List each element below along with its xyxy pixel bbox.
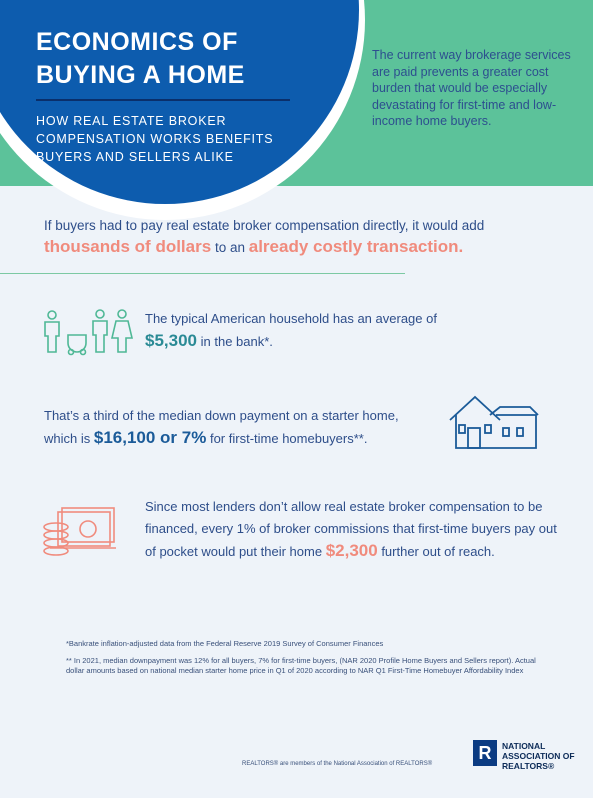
fact-value: $5,300 (145, 331, 197, 350)
lead-middle: to an (214, 240, 245, 255)
fact-value: $2,300 (325, 541, 378, 560)
subtitle: HOW REAL ESTATE BROKER COMPENSATION WORK… (36, 114, 274, 164)
footnote: *Bankrate inflation-adjusted data from t… (66, 639, 384, 648)
title: ECONOMICS OF BUYING A HOME (36, 28, 245, 89)
fact: The typical American household has an av… (145, 308, 485, 353)
intro: The current way brokerage services are p… (372, 48, 571, 128)
footnote: ** In 2021, median downpayment was 12% f… (66, 656, 536, 675)
lead-text: If buyers had to pay real estate broker … (44, 218, 485, 233)
money-icon (43, 507, 116, 556)
fact-text: That’s a third of the median down paymen… (44, 408, 399, 446)
title-circle (0, 0, 359, 204)
fact-after: for first-time homebuyers**. (209, 431, 368, 446)
logo-text: NATIONAL ASSOCIATION OF REALTORS® (502, 741, 575, 771)
divider (0, 273, 405, 274)
fact-after: further out of reach. (381, 544, 495, 559)
house-icon (449, 395, 539, 449)
lead: If buyers had to pay real estate broker … (44, 215, 564, 258)
fact: That’s a third of the median down paymen… (44, 405, 424, 450)
title-rule (36, 99, 290, 101)
fact-value: $16,100 or 7% (93, 428, 207, 447)
logo-box (473, 740, 497, 766)
fact-text: Since most lenders don’t allow real esta… (145, 499, 557, 559)
family-icon (44, 309, 134, 356)
fact-after: in the bank*. (200, 334, 273, 349)
fact: Since most lenders don’t allow real esta… (145, 496, 565, 563)
logo-mark: R (479, 743, 492, 763)
highlight: already costly transaction. (248, 237, 464, 256)
highlight: thousands of dollars (44, 237, 212, 256)
disclaimer: REALTORS® are members of the National As… (242, 761, 433, 767)
fact-text: The typical American household has an av… (145, 311, 437, 326)
